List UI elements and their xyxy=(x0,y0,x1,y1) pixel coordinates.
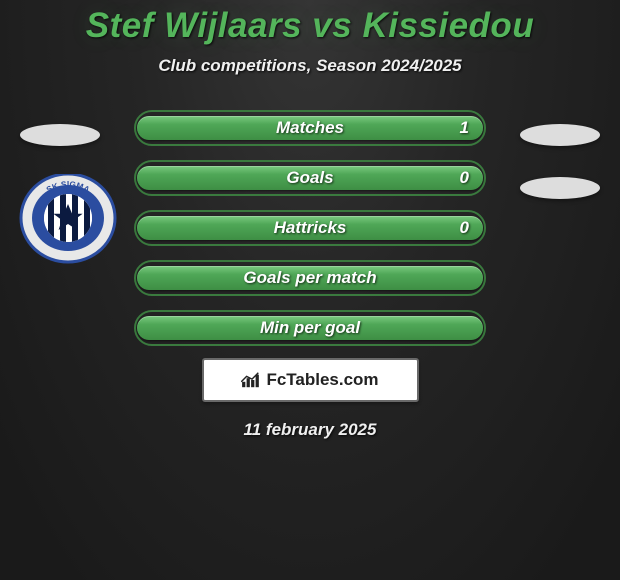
stat-label: Hattricks xyxy=(274,218,347,238)
player-left-name: Stef Wijlaars xyxy=(86,6,302,45)
stat-label: Matches xyxy=(276,118,344,138)
comparison-title: Stef Wijlaars vs Kissiedou xyxy=(86,6,534,46)
stat-row-hattricks: Hattricks 0 xyxy=(137,216,483,240)
stats-list: Matches 1 Goals 0 Hattricks 0 Goals per … xyxy=(0,116,620,340)
footer-date: 11 february 2025 xyxy=(244,420,377,440)
stat-pill: Goals 0 xyxy=(137,166,483,190)
player-comparison-card: Stef Wijlaars vs Kissiedou Club competit… xyxy=(0,0,620,580)
stat-row-matches: Matches 1 xyxy=(137,116,483,140)
stat-row-goals-per-match: Goals per match xyxy=(137,266,483,290)
stat-pill: Hattricks 0 xyxy=(137,216,483,240)
stat-value-right: 0 xyxy=(460,168,469,188)
stat-pill: Matches 1 xyxy=(137,116,483,140)
fctables-banner[interactable]: FcTables.com xyxy=(202,358,419,402)
stat-value-right: 1 xyxy=(460,118,469,138)
comparison-subtitle: Club competitions, Season 2024/2025 xyxy=(158,56,461,76)
stat-label: Goals xyxy=(286,168,333,188)
stat-pill: Goals per match xyxy=(137,266,483,290)
vs-separator: vs xyxy=(302,6,362,45)
player-right-name: Kissiedou xyxy=(362,6,534,45)
banner-text: FcTables.com xyxy=(266,370,378,390)
stat-row-min-per-goal: Min per goal xyxy=(137,316,483,340)
stat-label: Goals per match xyxy=(243,268,376,288)
stat-pill: Min per goal xyxy=(137,316,483,340)
stat-label: Min per goal xyxy=(260,318,360,338)
stat-value-right: 0 xyxy=(460,218,469,238)
bar-chart-icon xyxy=(241,371,263,389)
stat-row-goals: Goals 0 xyxy=(137,166,483,190)
